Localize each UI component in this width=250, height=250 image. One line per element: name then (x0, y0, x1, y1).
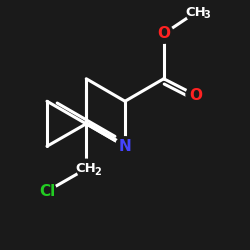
Circle shape (77, 159, 96, 178)
Text: 2: 2 (94, 167, 101, 177)
Text: CH: CH (76, 162, 96, 175)
Circle shape (38, 182, 56, 201)
Text: Cl: Cl (39, 184, 55, 199)
Text: O: O (189, 88, 202, 102)
Text: O: O (157, 26, 170, 41)
Circle shape (186, 86, 205, 104)
Circle shape (116, 137, 134, 156)
Text: CH: CH (185, 6, 206, 19)
Circle shape (186, 3, 205, 22)
Text: N: N (119, 139, 132, 154)
Circle shape (154, 24, 173, 43)
Text: 3: 3 (204, 10, 210, 20)
